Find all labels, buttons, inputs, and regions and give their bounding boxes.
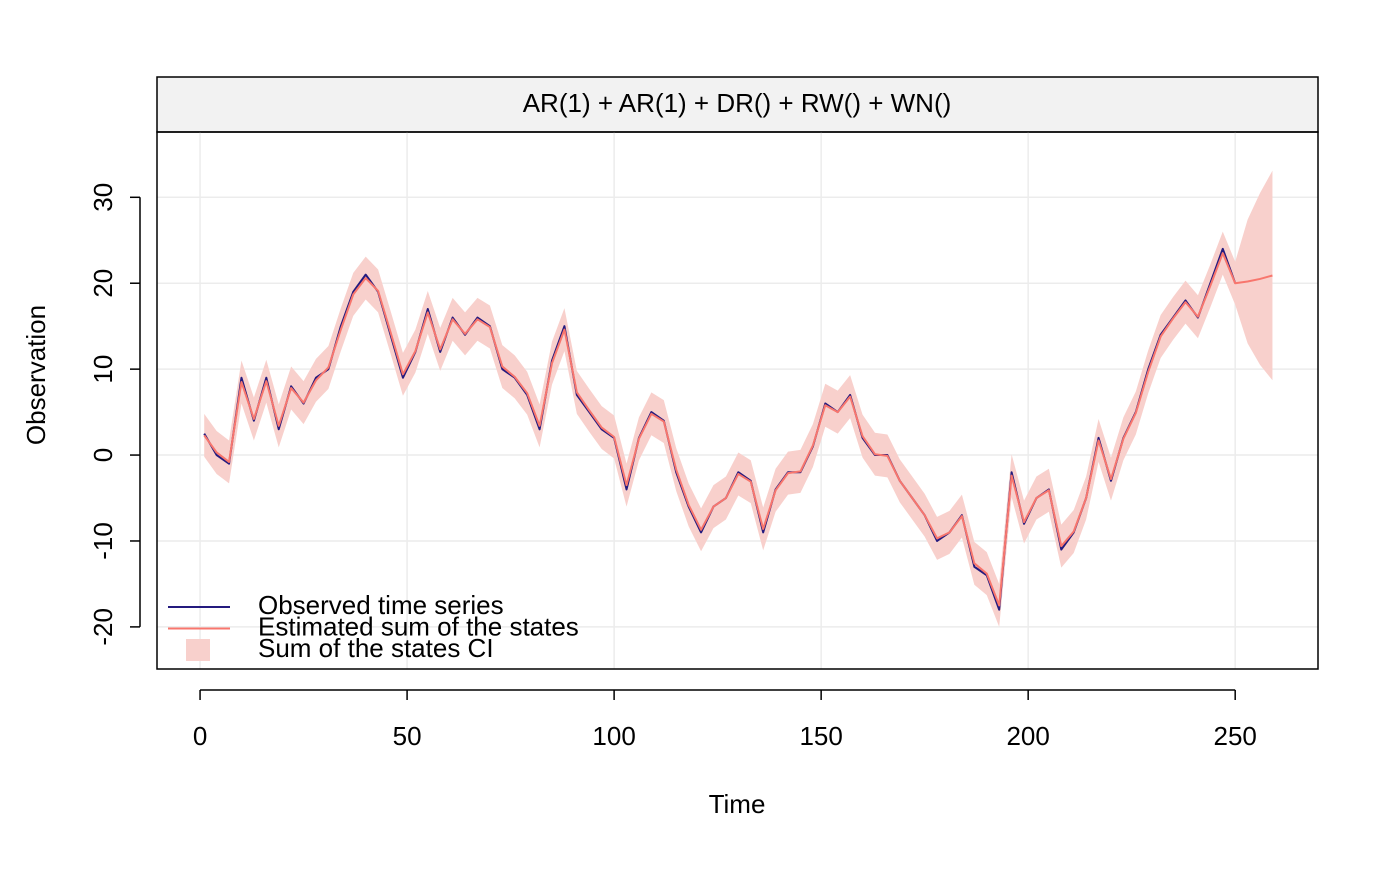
x-axis-title: Time xyxy=(709,789,766,819)
y-axis-title: Observation xyxy=(21,305,51,445)
legend-label: Sum of the states CI xyxy=(258,633,494,663)
legend-label: Estimated sum of the states xyxy=(258,611,579,641)
strip xyxy=(156,76,1319,133)
legend-swatch xyxy=(186,639,210,661)
y-tick-label: 0 xyxy=(88,448,118,462)
y-tick-label: -10 xyxy=(88,522,118,560)
ci-band xyxy=(204,170,1273,627)
y-tick-label: 20 xyxy=(88,269,118,298)
chart-title: AR(1) + AR(1) + DR() + RW() + WN() xyxy=(523,88,952,118)
x-tick-label: 0 xyxy=(193,721,207,751)
x-tick-label: 200 xyxy=(1006,721,1049,751)
x-tick-label: 100 xyxy=(592,721,635,751)
x-tick-label: 150 xyxy=(799,721,842,751)
legend-label: Observed time series xyxy=(258,590,504,620)
y-tick-label: 30 xyxy=(88,183,118,212)
plot-frame xyxy=(156,131,1319,670)
y-tick-label: -20 xyxy=(88,608,118,646)
series-line xyxy=(203,252,1273,607)
y-tick-label: 10 xyxy=(88,355,118,384)
plot-area xyxy=(157,132,1318,669)
x-tick-label: 250 xyxy=(1213,721,1256,751)
x-tick-label: 50 xyxy=(393,721,422,751)
